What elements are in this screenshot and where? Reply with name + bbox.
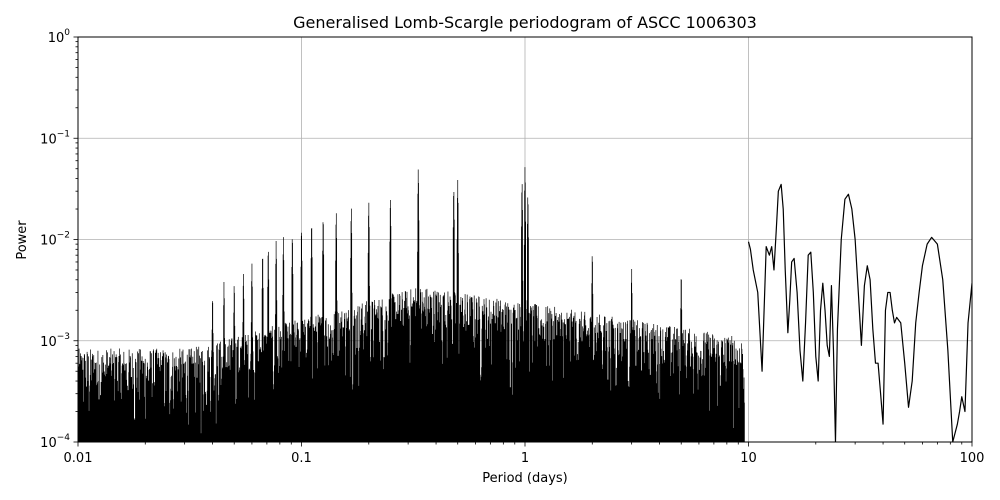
y-axis-label: Power	[15, 220, 30, 260]
x-tick-label-4: 100	[960, 451, 985, 466]
x-tick-label-0: 0.01	[64, 451, 93, 466]
dense-periodogram-strokes	[78, 167, 745, 442]
dense-periodogram-region	[78, 167, 745, 442]
y-axis-ticks: 10−4 10−3 10−2 10−1 100	[40, 28, 78, 451]
x-tick-label-2: 1	[521, 451, 529, 466]
x-axis-ticks: 0.01 0.1 1 10 100	[64, 442, 985, 466]
chart-title: Generalised Lomb-Scargle periodogram of …	[293, 13, 757, 32]
y-tick-label-2: 10−2	[40, 231, 70, 249]
x-tick-label-3: 10	[740, 451, 757, 466]
x-axis-label: Period (days)	[482, 471, 568, 486]
y-tick-label-4: 100	[48, 28, 71, 46]
y-tick-label-0: 10−4	[40, 433, 70, 451]
x-tick-label-1: 0.1	[291, 451, 312, 466]
y-tick-label-1: 10−3	[40, 332, 70, 350]
y-tick-label-3: 10−1	[40, 129, 70, 147]
series-line-power	[747, 183, 972, 442]
